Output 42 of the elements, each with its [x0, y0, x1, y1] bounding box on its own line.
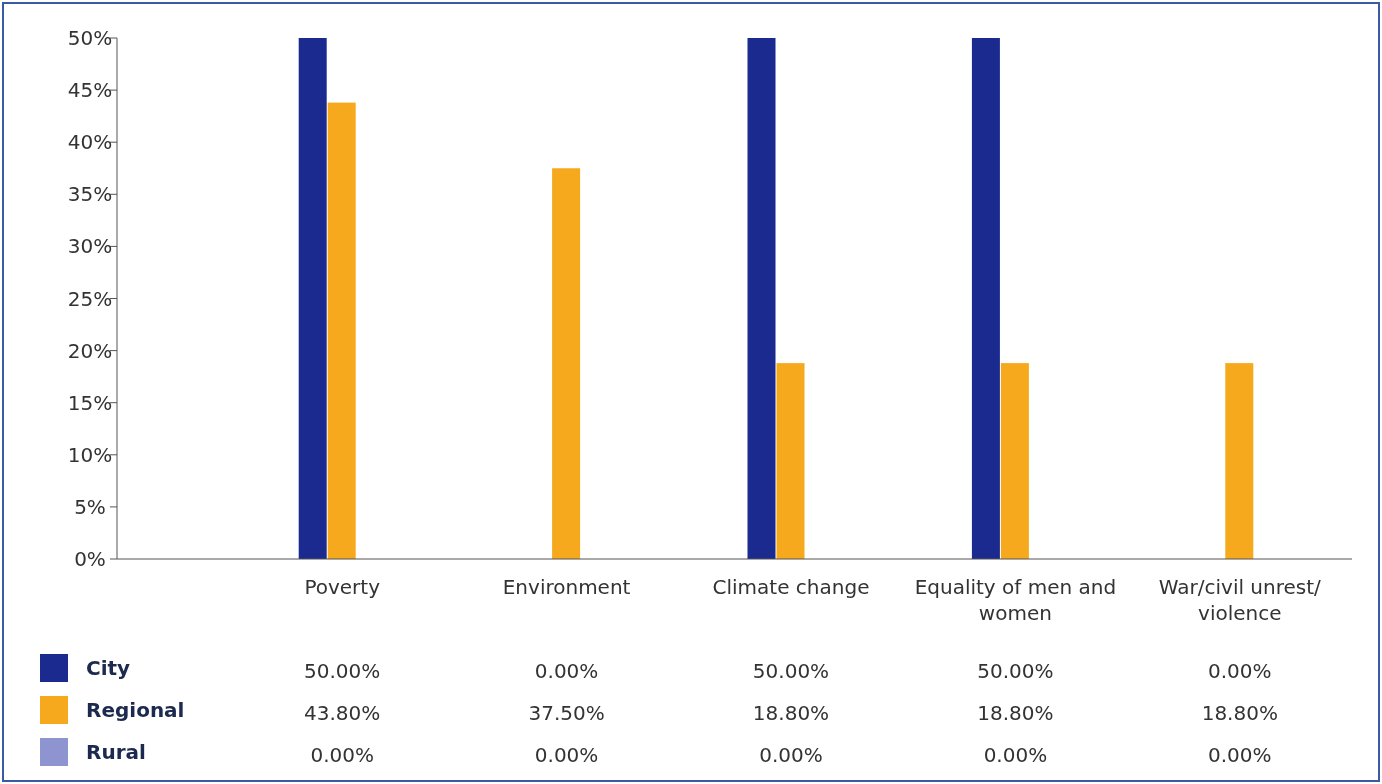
y-tick-label: 0% — [74, 547, 106, 571]
legend-label: City — [86, 656, 131, 680]
bar — [1000, 363, 1029, 559]
y-tick-label: 25% — [67, 286, 113, 311]
y-tick-label: 50% — [67, 26, 113, 50]
data-label: 50.00% — [304, 659, 381, 683]
x-tick-label: Climate change — [712, 575, 870, 599]
x-tick-label: War/civil unrest/ violence — [1158, 575, 1322, 625]
y-tick-label: 5% — [74, 494, 106, 519]
bar — [298, 38, 327, 559]
data-label: 0.00% — [759, 743, 823, 767]
data-label: 0.00% — [1208, 659, 1272, 683]
y-tick-label: 40% — [67, 130, 113, 155]
y-tick-label: 30% — [67, 234, 113, 259]
data-label: 0.00% — [534, 659, 599, 683]
y-tick-label: 35% — [67, 182, 113, 207]
data-label: 50.00% — [752, 659, 830, 683]
bar — [1225, 363, 1254, 559]
data-label: 18.80% — [977, 701, 1054, 725]
x-tick-label: Poverty — [304, 575, 381, 599]
x-tick-label: Equality of men and women — [914, 575, 1117, 625]
y-tick-label: 10% — [67, 442, 113, 467]
data-label: 0.00% — [310, 743, 374, 767]
bar — [327, 102, 356, 559]
y-tick-label: 15% — [67, 390, 113, 415]
bar — [747, 38, 776, 559]
bar — [552, 168, 581, 559]
data-label: 50.00% — [977, 659, 1054, 683]
legend-label: Rural — [86, 740, 146, 764]
data-label: 37.50% — [528, 701, 605, 725]
data-label: 0.00% — [983, 743, 1048, 767]
y-tick-label: 45% — [67, 78, 113, 103]
data-label: 18.80% — [1201, 701, 1278, 725]
data-label: 43.80% — [304, 701, 381, 725]
bar — [776, 363, 805, 559]
y-tick-label: 20% — [67, 338, 113, 363]
bar — [971, 38, 1000, 559]
legend-label: Regional — [86, 698, 185, 722]
data-label: 0.00% — [1208, 743, 1272, 767]
x-tick-label: Environment — [502, 575, 631, 599]
data-label: 18.80% — [752, 701, 830, 725]
data-label: 0.00% — [534, 743, 599, 767]
